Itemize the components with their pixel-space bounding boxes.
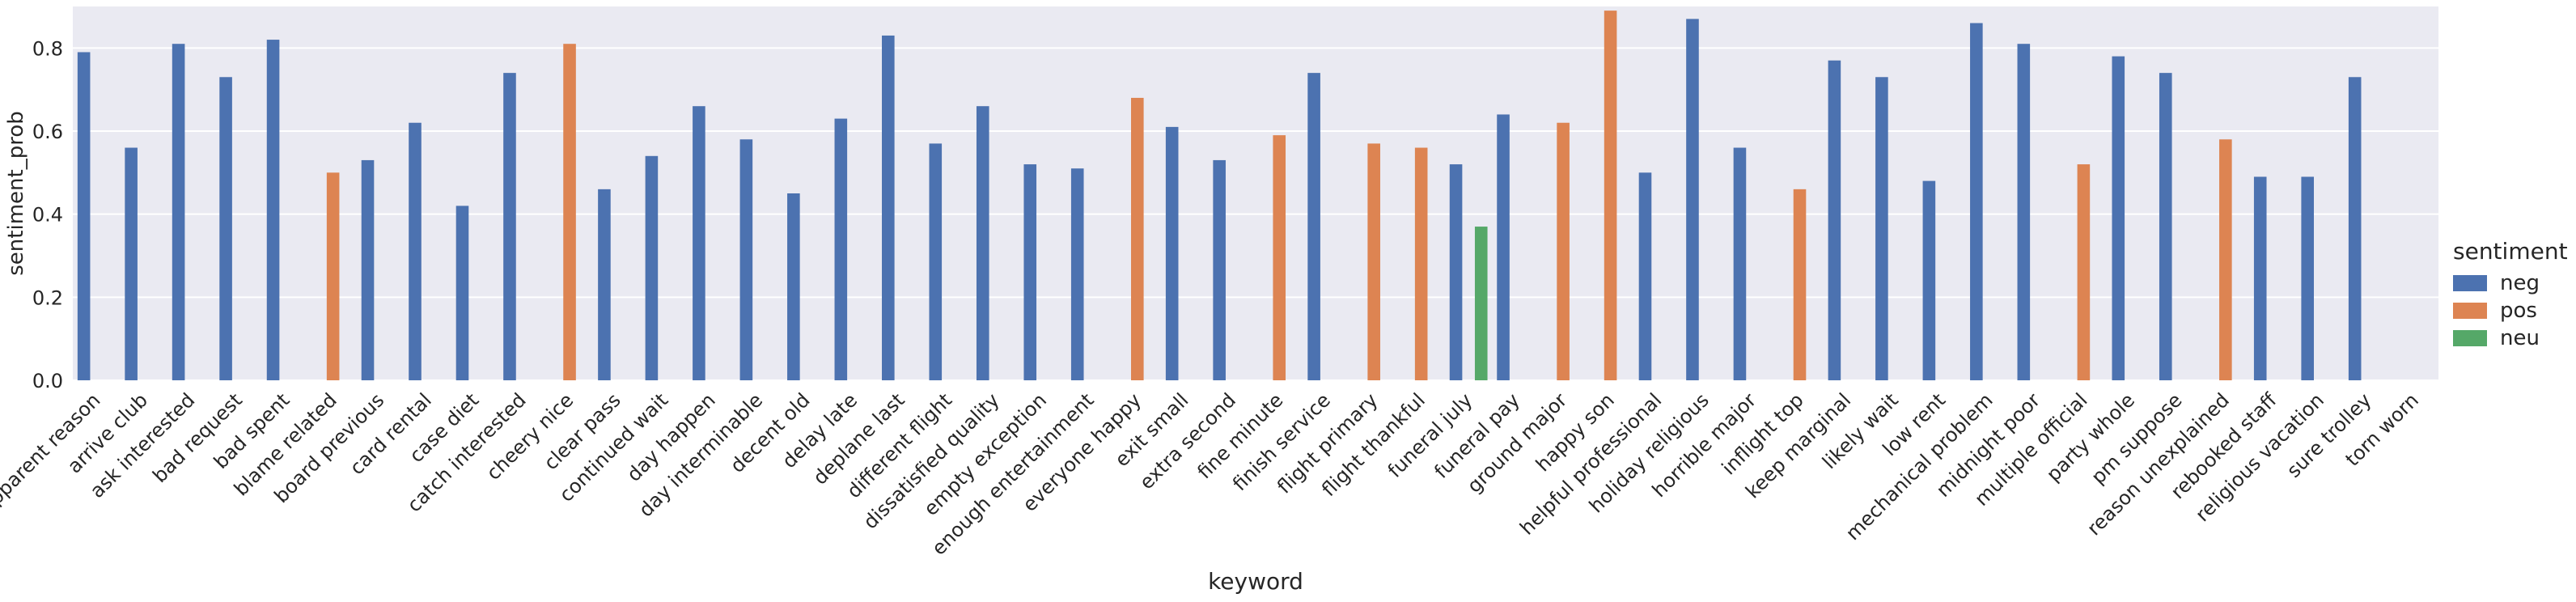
bar-neg xyxy=(455,206,469,380)
bar-neg xyxy=(172,44,185,380)
bar-neg xyxy=(1828,60,1841,380)
y-tick-label: 0.8 xyxy=(32,37,63,60)
bar-neg xyxy=(1165,126,1179,380)
bar-neg xyxy=(598,189,611,380)
bar-pos xyxy=(2077,164,2091,380)
bar-pos xyxy=(1414,147,1428,380)
bar-neg xyxy=(2159,73,2172,380)
y-tick-label: 0.2 xyxy=(32,286,63,309)
bar-neg xyxy=(409,122,422,381)
bar-neg xyxy=(929,143,943,380)
bar-neg xyxy=(2112,56,2125,380)
bar-neg xyxy=(1686,19,1699,381)
bar-neg xyxy=(1497,114,1510,380)
legend-title: sentiment xyxy=(2453,238,2568,265)
bar-neg xyxy=(2348,77,2362,381)
legend-label-neu: neu xyxy=(2500,326,2540,350)
y-axis-label: sentiment_prob xyxy=(4,111,28,275)
bar-pos xyxy=(1793,189,1807,380)
bar-neg xyxy=(787,193,800,380)
bar-neg xyxy=(266,40,280,380)
bar-neg xyxy=(2017,44,2031,380)
bar-neg xyxy=(1307,73,1320,380)
bar-neg xyxy=(1213,159,1226,380)
bar-neu xyxy=(1474,227,1488,380)
bar-neg xyxy=(1922,180,1936,380)
bar-pos xyxy=(326,172,340,380)
bar-neg xyxy=(1875,77,1888,381)
bar-neg xyxy=(976,106,989,380)
legend-swatch-neu xyxy=(2453,330,2487,346)
y-tick-label: 0.6 xyxy=(32,121,63,143)
bar-neg xyxy=(1733,147,1747,380)
bar-pos xyxy=(1367,143,1380,380)
bar-pos xyxy=(1557,122,1570,381)
bar-neg xyxy=(1638,172,1652,380)
legend-items: neg pos neu xyxy=(2453,271,2540,350)
legend-swatch-neg xyxy=(2453,275,2487,291)
y-tick-label: 0.0 xyxy=(32,370,63,392)
bar-pos xyxy=(1131,97,1144,381)
bar-neg xyxy=(77,52,91,380)
bar-neg xyxy=(219,77,232,381)
bar-neg xyxy=(2253,176,2267,380)
bar-pos xyxy=(563,44,576,380)
bar-neg xyxy=(645,155,659,381)
y-axis-ticks: 0.0 0.2 0.4 0.6 0.8 xyxy=(32,37,63,392)
bar-neg xyxy=(503,73,516,380)
bar-neg xyxy=(693,106,705,380)
bar-neg xyxy=(2301,176,2314,380)
y-tick-label: 0.4 xyxy=(32,204,63,227)
legend-label-pos: pos xyxy=(2500,299,2537,323)
bar-neg xyxy=(1449,164,1463,380)
bar-neg xyxy=(361,159,375,380)
bar-neg xyxy=(1970,23,1983,381)
bars xyxy=(77,11,2362,381)
legend: sentiment neg pos neu xyxy=(2453,238,2568,350)
legend-swatch-pos xyxy=(2453,303,2487,319)
bar-pos xyxy=(1604,11,1617,380)
x-axis-label: keyword xyxy=(1208,568,1303,595)
bar-neg xyxy=(1070,168,1084,380)
bar-neg xyxy=(125,147,138,380)
bar-pos xyxy=(2219,139,2232,380)
bar-neg xyxy=(739,139,753,380)
bar-neg xyxy=(834,118,848,380)
bar-neg xyxy=(882,35,895,381)
bar-pos xyxy=(1273,135,1286,380)
bar-neg xyxy=(1023,164,1037,380)
legend-label-neg: neg xyxy=(2500,271,2540,295)
